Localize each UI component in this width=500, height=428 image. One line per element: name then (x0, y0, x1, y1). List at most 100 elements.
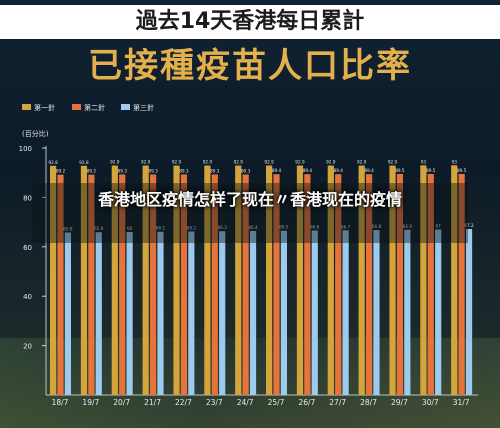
bar (80, 165, 88, 395)
legend-label: 第三針 (133, 103, 154, 112)
bar (458, 173, 465, 395)
y-tick-label: 80 (23, 194, 32, 202)
bar-value-label: 93 (452, 159, 458, 164)
bar (211, 174, 218, 395)
bar (111, 165, 118, 395)
y-tick-label: 40 (23, 293, 32, 301)
bar (157, 231, 164, 395)
bar (126, 231, 133, 395)
bar-value-label: 89.3 (179, 168, 189, 173)
bar-value-label: 66.2 (187, 225, 197, 230)
bar-value-label: 89.3 (210, 168, 220, 173)
bar (50, 165, 57, 395)
x-tick-label: 18/7 (52, 398, 69, 407)
x-tick-label: 26/7 (298, 398, 315, 407)
x-tick-label: 22/7 (175, 398, 192, 407)
y-axis-label: (百分比) (22, 129, 49, 138)
bar (427, 173, 434, 395)
bar (249, 230, 257, 395)
bar-value-label: 92.8 (79, 160, 89, 165)
bar-value-label: 92.9 (295, 160, 305, 165)
x-tick-label: 21/7 (144, 398, 161, 407)
bar-value-label: 66.9 (403, 224, 413, 229)
bar-value-label: 92.9 (203, 160, 213, 165)
bar-value-label: 89.3 (118, 168, 128, 173)
bar-value-label: 92.8 (48, 160, 58, 165)
bar (142, 165, 149, 395)
bar (64, 232, 71, 395)
bar (327, 165, 334, 395)
bar (88, 174, 95, 395)
chart-main-title: 已接種疫苗人口比率 (88, 46, 412, 86)
bar (119, 174, 126, 395)
bar (404, 229, 411, 395)
bar-value-label: 89.4 (303, 168, 313, 173)
bar (296, 165, 304, 395)
bar-value-label: 66.8 (372, 224, 382, 229)
bar-value-label: 89.3 (148, 168, 158, 173)
x-tick-label: 23/7 (206, 398, 223, 407)
bar-value-label: 92.9 (388, 160, 398, 165)
bar (95, 232, 102, 395)
bar (396, 173, 404, 395)
bar-value-label: 89.5 (395, 168, 405, 173)
bar (304, 174, 311, 395)
legend-swatch (22, 104, 31, 110)
bar (57, 174, 64, 395)
bar-value-label: 93 (421, 159, 427, 164)
legend-label: 第一針 (34, 103, 55, 112)
legend-label: 第二針 (84, 103, 105, 112)
x-tick-label: 28/7 (360, 398, 377, 407)
bar (266, 165, 273, 395)
bar-value-label: 66.1 (156, 226, 166, 231)
bar-value-label: 66 (127, 226, 133, 231)
bar-value-label: 92.9 (110, 160, 120, 165)
chart-top-title: 過去14天香港每日累計 (0, 5, 500, 39)
bar-value-label: 66.7 (341, 224, 351, 229)
legend-swatch (121, 104, 130, 110)
bar (365, 174, 373, 395)
x-tick-label: 24/7 (237, 398, 254, 407)
x-tick-label: 19/7 (82, 398, 99, 407)
bar-value-label: 66.5 (279, 225, 289, 230)
bar-value-label: 67.2 (464, 223, 474, 228)
bar (465, 229, 473, 395)
bar-value-label: 89.5 (457, 168, 467, 173)
bar-value-label: 92.9 (234, 160, 244, 165)
caption-overlay-backdrop (32, 183, 468, 243)
bar (420, 165, 427, 395)
bar-value-label: 89.5 (426, 168, 436, 173)
bar (342, 230, 349, 395)
bar (451, 165, 458, 395)
bar-value-label: 89.2 (56, 169, 66, 174)
bar-value-label: 66.6 (310, 224, 320, 229)
x-tick-label: 25/7 (268, 398, 285, 407)
bar-value-label: 92.9 (172, 160, 182, 165)
bar-value-label: 89.3 (241, 168, 251, 173)
bar (273, 174, 280, 395)
bar-value-label: 89.4 (334, 168, 344, 173)
bar (373, 230, 380, 395)
bar (389, 165, 396, 395)
bar (204, 165, 211, 395)
bar (188, 231, 195, 395)
y-tick-label: 60 (23, 244, 32, 252)
bar-value-label: 66.3 (218, 225, 228, 230)
bar-value-label: 92.9 (141, 160, 151, 165)
bar (219, 231, 226, 395)
x-tick-label: 20/7 (113, 398, 130, 407)
legend-swatch (72, 104, 81, 110)
bar-value-label: 92.9 (326, 160, 336, 165)
bar (280, 230, 287, 395)
bar-value-label: 92.9 (357, 160, 367, 165)
bar (149, 174, 157, 395)
bar-value-label: 92.9 (264, 160, 274, 165)
y-tick-label: 100 (19, 145, 32, 153)
bar (242, 174, 249, 395)
bar (235, 165, 242, 395)
bar-value-label: 89.2 (87, 169, 97, 174)
bar (173, 165, 180, 395)
x-tick-label: 29/7 (391, 398, 408, 407)
